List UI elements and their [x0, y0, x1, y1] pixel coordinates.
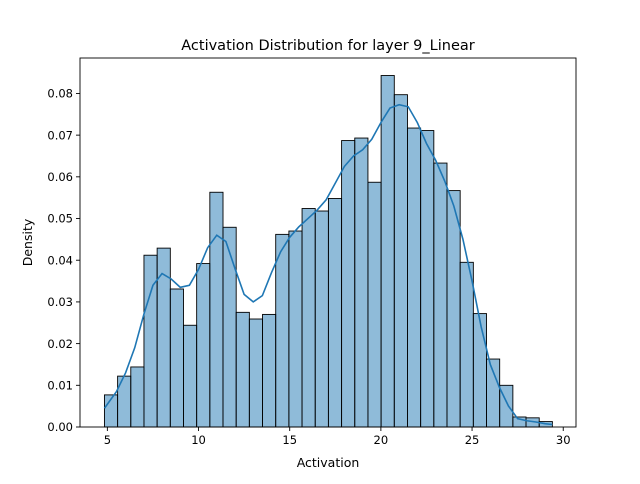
y-tick-label: 0.01	[47, 379, 73, 393]
histogram-bar	[420, 130, 435, 428]
x-tick-label: 15	[282, 433, 297, 447]
histogram-bar	[407, 127, 422, 428]
histogram-bar	[262, 313, 277, 428]
histogram-bar	[446, 190, 461, 428]
x-tick-label: 10	[191, 433, 206, 447]
histogram-bar	[472, 313, 487, 428]
histogram-bar	[196, 263, 211, 428]
plot-frame	[79, 57, 577, 428]
histogram-bar	[354, 137, 369, 428]
x-tick-label: 25	[465, 433, 480, 447]
y-tick-label: 0.02	[47, 337, 73, 351]
y-axis-label: Density	[20, 218, 35, 266]
x-tick-label: 30	[556, 433, 571, 447]
y-tick-label: 0.07	[47, 128, 73, 142]
histogram-bar	[130, 366, 145, 428]
histogram-bar	[209, 191, 224, 428]
y-axis: 0.00 0.01 0.02 0.03 0.04 0.05 0.06 0.07 0.08	[47, 87, 80, 434]
x-axis: 5 10 15 20 25 30	[104, 427, 571, 447]
x-tick-label: 5	[104, 433, 111, 447]
histogram-bar	[367, 181, 382, 428]
histogram-bar	[433, 162, 448, 428]
histogram-bar	[235, 311, 250, 428]
histogram-bar	[459, 261, 474, 428]
chart-title: Activation Distribution for layer 9_Line…	[181, 38, 475, 54]
kde-curve	[103, 103, 553, 426]
histogram-bar	[314, 210, 329, 428]
x-axis-label: Activation	[297, 455, 360, 470]
bars-layer	[103, 75, 553, 428]
histogram-bar	[301, 208, 316, 428]
y-tick-label: 0.00	[47, 420, 73, 434]
y-tick-label: 0.05	[47, 212, 73, 226]
y-tick-label: 0.04	[47, 253, 73, 267]
histogram-bar	[486, 358, 501, 428]
histogram-bar	[393, 94, 408, 428]
histogram-bar	[275, 233, 290, 428]
y-tick-label: 0.03	[47, 295, 73, 309]
y-tick-label: 0.08	[47, 87, 73, 101]
x-tick-label: 20	[374, 433, 389, 447]
histogram-bar	[248, 318, 263, 428]
histogram-bar	[183, 324, 198, 428]
histogram-bar	[341, 140, 356, 428]
histogram-bar	[288, 230, 303, 428]
histogram-bar	[327, 198, 343, 428]
histogram-bar	[169, 288, 184, 428]
histogram-bar	[143, 254, 158, 428]
y-tick-label: 0.06	[47, 170, 73, 184]
histogram-bar	[380, 75, 395, 428]
histogram-bar	[222, 226, 237, 428]
